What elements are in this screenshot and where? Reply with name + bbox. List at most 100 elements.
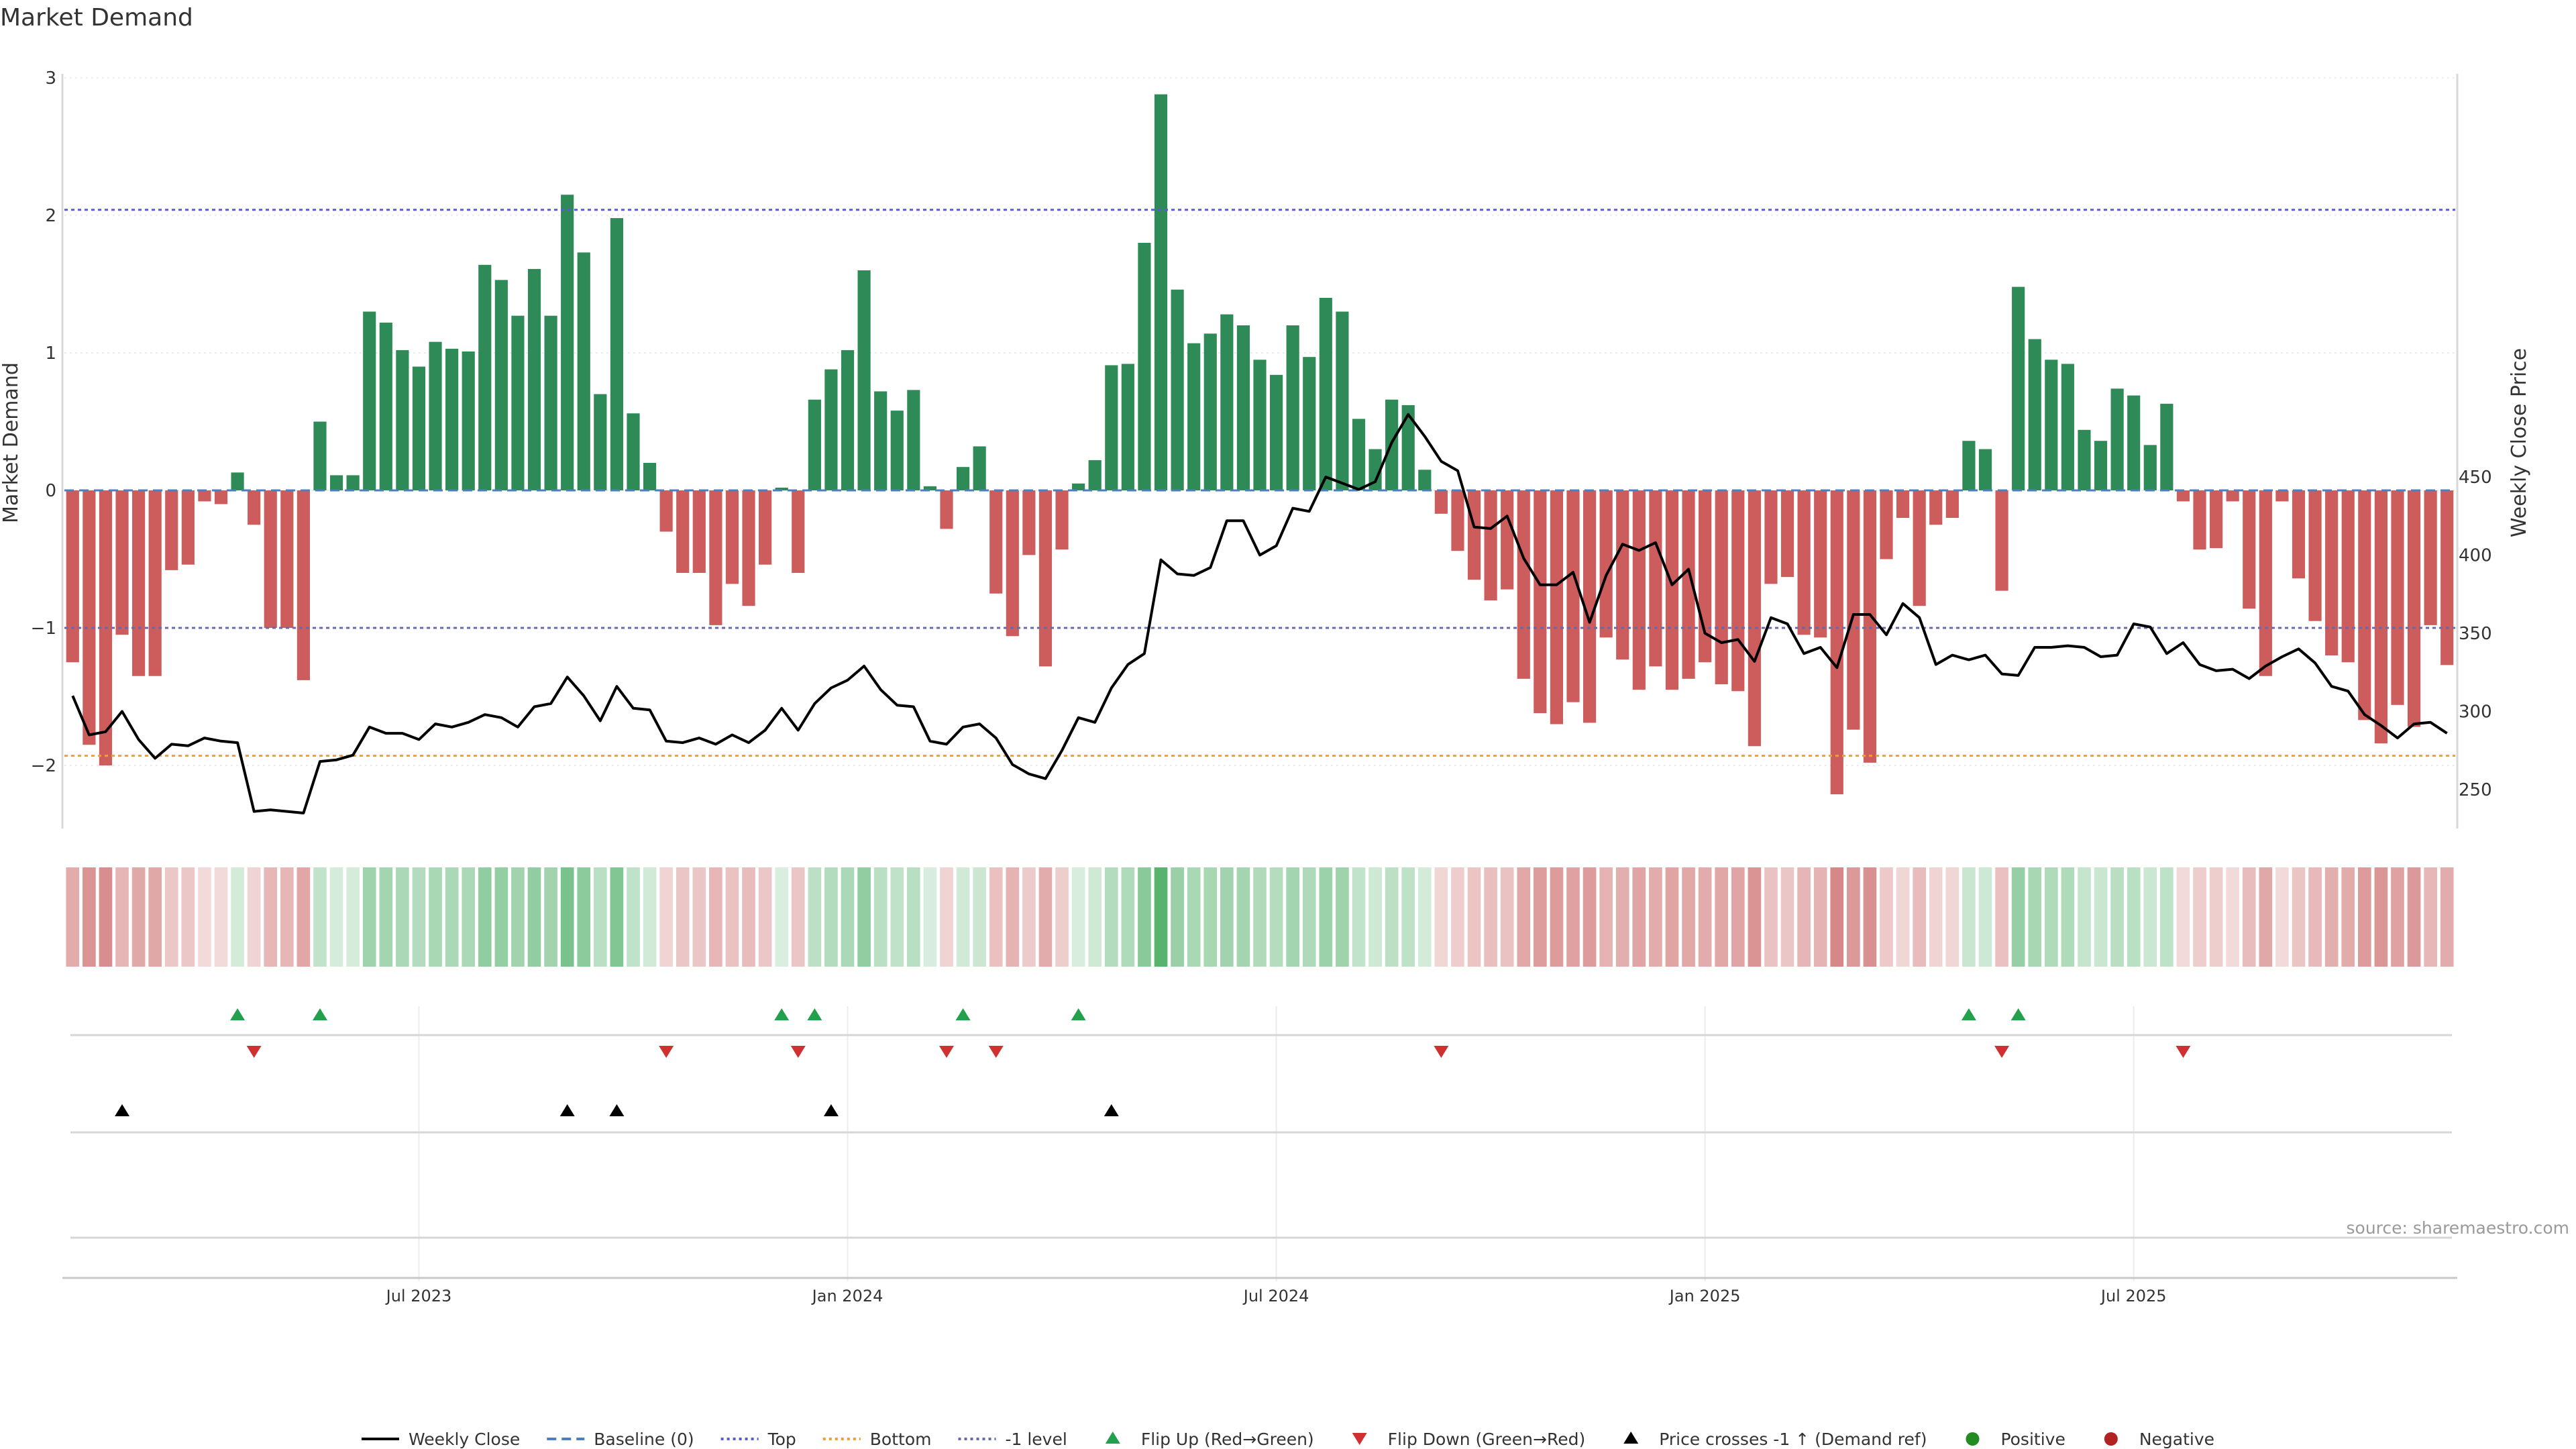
- demand-bar: [1599, 490, 1613, 638]
- demand-bar: [1665, 490, 1679, 690]
- demand-bar: [248, 490, 261, 525]
- heat-cell: [511, 867, 525, 967]
- demand-bar: [1847, 490, 1860, 730]
- demand-bar: [841, 350, 855, 490]
- event-markers: [115, 1008, 2191, 1116]
- legend-swatch-flip-down: [1352, 1433, 1367, 1445]
- heat-cell: [923, 867, 937, 967]
- heat-cell: [1154, 867, 1168, 967]
- price-cross-marker: [559, 1104, 575, 1116]
- demand-bar: [115, 490, 129, 635]
- demand-bar: [527, 268, 541, 490]
- demand-bar: [1352, 419, 1366, 490]
- heat-cell: [148, 867, 162, 967]
- demand-bar: [2341, 490, 2355, 663]
- legend-label: -1 level: [1005, 1430, 1067, 1449]
- demand-bar: [83, 490, 96, 745]
- demand-bar: [2045, 360, 2058, 490]
- demand-bar: [956, 467, 970, 490]
- price-series: [71, 413, 2448, 814]
- heat-cell: [1534, 867, 1547, 967]
- heat-cell: [2209, 867, 2223, 967]
- heat-cell: [362, 867, 376, 967]
- demand-bar: [462, 351, 475, 490]
- legend-label: Flip Up (Red→Green): [1141, 1430, 1314, 1449]
- demand-bar: [676, 490, 690, 573]
- heat-cell: [478, 867, 492, 967]
- heat-cell: [1434, 867, 1448, 967]
- flip-up-marker: [1961, 1008, 1976, 1020]
- flip-up-marker: [774, 1008, 790, 1020]
- y-right-tick-label: 350: [2459, 624, 2492, 644]
- demand-bar: [1105, 365, 1118, 490]
- heat-cell: [2341, 867, 2355, 967]
- demand-bar: [857, 270, 871, 490]
- heat-cell: [2011, 867, 2025, 967]
- heat-cell: [1913, 867, 1927, 967]
- heat-cell: [1582, 867, 1597, 967]
- heat-cell: [1385, 867, 1399, 967]
- flip-up-marker: [807, 1008, 822, 1020]
- demand-bar: [808, 399, 821, 490]
- legend-label: Negative: [2139, 1430, 2214, 1449]
- demand-bars: [66, 94, 2454, 795]
- heat-cell: [1253, 867, 1267, 967]
- demand-bar: [2226, 490, 2239, 502]
- weekly-close-line: [71, 413, 2448, 814]
- legend: Weekly Close Baseline (0) Top Bottom -1 leve…: [361, 1430, 2214, 1449]
- heat-cell: [1006, 867, 1020, 967]
- heat-cell: [2176, 867, 2190, 967]
- heat-cell: [1022, 867, 1036, 967]
- flip-down-marker: [659, 1046, 674, 1058]
- heat-cell: [1467, 867, 1481, 967]
- heat-cell: [1896, 867, 1910, 967]
- heat-cell: [1649, 867, 1662, 967]
- heat-cell: [824, 867, 838, 967]
- heat-cell: [2357, 867, 2371, 967]
- price-cross-marker: [1104, 1104, 1119, 1116]
- demand-bar: [692, 490, 706, 573]
- heat-cell: [1417, 867, 1432, 967]
- heat-cell: [1269, 867, 1283, 967]
- heat-cell: [1715, 867, 1729, 967]
- demand-bar: [1022, 490, 1036, 555]
- demand-bar: [1038, 490, 1053, 667]
- axes: 3 2 1 0 −1 −2 450 400 350 300 250 Jul 2023 Jan 2024 J…: [0, 68, 2531, 1305]
- heat-cell: [1929, 867, 1943, 967]
- demand-bar: [1203, 333, 1217, 490]
- demand-bar: [181, 490, 195, 565]
- flip-down-marker: [2176, 1046, 2191, 1058]
- demand-bar: [824, 369, 838, 490]
- demand-bar: [1566, 490, 1580, 702]
- legend-swatch-positive: [1966, 1432, 1980, 1446]
- heat-cell: [1599, 867, 1613, 967]
- demand-bar: [2078, 429, 2091, 490]
- demand-bar: [1336, 311, 1349, 490]
- demand-bar: [709, 490, 722, 625]
- demand-bar: [2160, 403, 2174, 490]
- heat-cell: [1368, 867, 1382, 967]
- demand-bar: [907, 390, 920, 490]
- y-left-tick-label: −1: [31, 619, 56, 639]
- demand-bar: [66, 490, 79, 663]
- demand-bar: [1896, 490, 1910, 518]
- demand-bar: [1484, 490, 1497, 600]
- demand-bar: [148, 490, 162, 676]
- heat-cell: [2242, 867, 2256, 967]
- demand-bar: [363, 311, 376, 490]
- demand-bar: [1913, 490, 1926, 606]
- heat-cell: [676, 867, 690, 967]
- heat-cell: [2226, 867, 2240, 967]
- heat-cell: [973, 867, 986, 967]
- heat-cell: [1302, 867, 1316, 967]
- demand-bar: [2012, 286, 2025, 490]
- heat-cell: [709, 867, 722, 967]
- demand-bar: [1253, 360, 1267, 490]
- heat-cell: [1071, 867, 1085, 967]
- heat-cell: [1698, 867, 1712, 967]
- demand-bar: [1401, 405, 1415, 490]
- demand-bar: [132, 490, 146, 676]
- demand-bar: [478, 264, 492, 490]
- heat-cell: [610, 867, 624, 967]
- demand-bar: [1303, 357, 1316, 490]
